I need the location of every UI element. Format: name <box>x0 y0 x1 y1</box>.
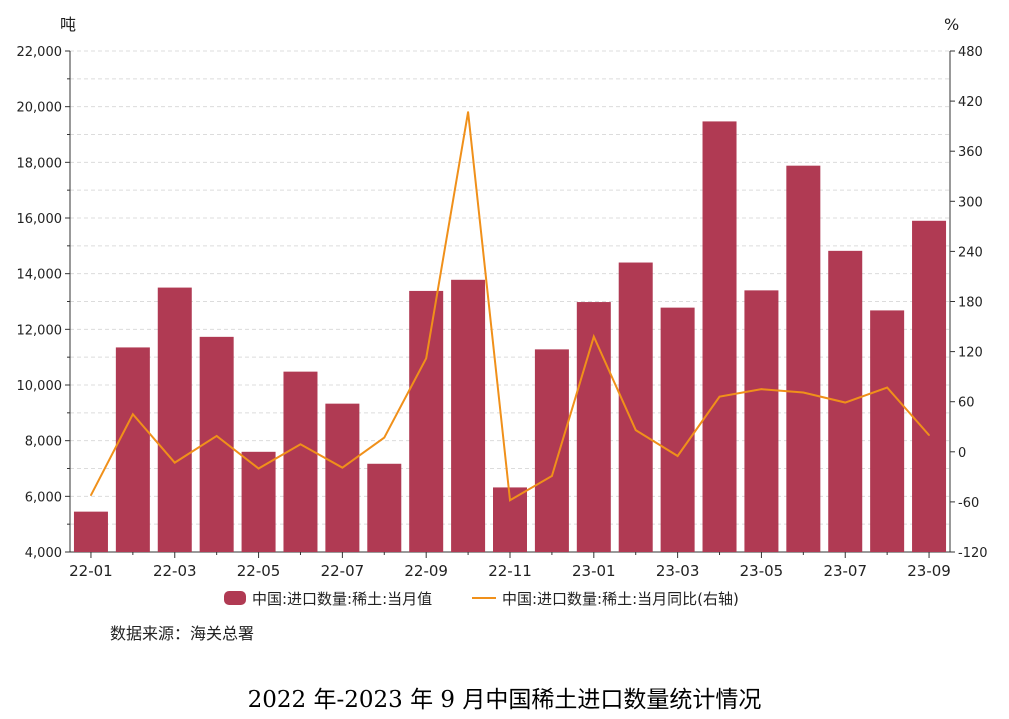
bar-22-09 <box>409 290 444 552</box>
left-axis-unit: 吨 <box>60 15 76 34</box>
bar-22-02 <box>115 347 150 552</box>
bar-23-07 <box>828 250 863 553</box>
x-tick-label: 23-05 <box>740 562 784 580</box>
bar-22-08 <box>367 463 402 552</box>
bar-22-06 <box>283 371 318 552</box>
line-point-23-04 <box>718 395 721 398</box>
legend-line-label: 中国:进口数量:稀土:当月同比(右轴) <box>502 590 739 608</box>
bar-23-06 <box>786 165 821 552</box>
x-tick-label: 23-03 <box>656 562 700 580</box>
line-point-22-09 <box>425 357 427 360</box>
bar-22-05 <box>241 451 276 552</box>
right-axis-unit: % <box>944 15 959 34</box>
x-tick-label: 22-01 <box>69 562 113 580</box>
x-tick-label: 23-07 <box>823 562 867 580</box>
x-tick-label: 22-11 <box>488 562 532 580</box>
line-point-23-01 <box>593 335 595 338</box>
y-tick-label: 8,000 <box>25 435 62 450</box>
line-point-22-05 <box>257 467 260 470</box>
line-point-23-02 <box>634 429 637 431</box>
line-point-23-06 <box>802 391 805 394</box>
chart-title: 2022 年-2023 年 9 月中国稀土进口数量统计情况 <box>247 687 762 713</box>
y-tick-label: 20,000 <box>17 101 63 116</box>
line-point-23-05 <box>760 388 763 390</box>
y2-tick-label: 240 <box>958 245 983 260</box>
line-point-22-03 <box>173 461 176 464</box>
bar-23-04 <box>702 121 737 552</box>
x-tick-label: 22-07 <box>321 562 365 580</box>
y2-tick-label: 180 <box>958 296 983 311</box>
y-tick-label: 18,000 <box>17 156 63 171</box>
line-point-23-09 <box>928 434 930 436</box>
bar-22-10 <box>451 279 486 552</box>
bar-23-09 <box>912 220 947 553</box>
y2-tick-label: 360 <box>958 145 983 160</box>
line-point-22-02 <box>132 413 134 416</box>
line-point-22-08 <box>383 436 386 439</box>
x-tick-label: 22-09 <box>404 562 448 580</box>
line-point-23-08 <box>886 386 888 389</box>
y2-tick-label: 60 <box>958 396 975 411</box>
line-point-22-04 <box>215 435 218 437</box>
legend-bar-swatch <box>224 591 246 605</box>
bar-23-08 <box>870 310 905 552</box>
line-point-22-11 <box>509 499 511 502</box>
line-point-22-10 <box>467 111 469 113</box>
y2-tick-label: 120 <box>958 346 983 361</box>
line-point-22-01 <box>90 494 92 497</box>
y2-tick-label: -120 <box>958 546 988 561</box>
x-tick-label: 23-09 <box>907 562 951 580</box>
legend-bar-label: 中国:进口数量:稀土:当月值 <box>252 590 432 608</box>
line-point-22-07 <box>341 466 344 469</box>
x-tick-label: 23-01 <box>572 562 616 580</box>
y-tick-label: 4,000 <box>25 546 62 561</box>
line-point-22-12 <box>551 475 553 477</box>
x-tick-label: 22-03 <box>153 562 197 580</box>
bar-22-07 <box>325 403 360 552</box>
source-note: 数据来源：海关总署 <box>110 624 255 643</box>
bar-22-03 <box>157 287 192 552</box>
y2-tick-label: 300 <box>958 195 983 210</box>
bar-23-03 <box>660 307 695 552</box>
bar-23-05 <box>744 290 779 552</box>
y2-tick-label: 0 <box>958 446 966 461</box>
bar-22-12 <box>534 349 569 552</box>
y-tick-label: 12,000 <box>17 323 63 338</box>
y2-tick-label: 420 <box>958 95 983 110</box>
y2-tick-label: 480 <box>958 45 983 60</box>
y2-tick-label: -60 <box>958 496 979 511</box>
x-tick-label: 22-05 <box>237 562 281 580</box>
y-tick-label: 6,000 <box>25 490 62 505</box>
line-point-23-07 <box>844 401 847 404</box>
y-tick-label: 14,000 <box>17 268 63 283</box>
y-tick-label: 22,000 <box>17 45 63 60</box>
bar-23-01 <box>576 302 611 552</box>
y-tick-label: 16,000 <box>17 212 63 227</box>
y-tick-label: 10,000 <box>17 379 63 394</box>
line-point-22-06 <box>299 443 302 446</box>
bar-22-01 <box>73 511 108 552</box>
bar-23-02 <box>618 262 653 552</box>
line-point-23-03 <box>676 455 679 457</box>
